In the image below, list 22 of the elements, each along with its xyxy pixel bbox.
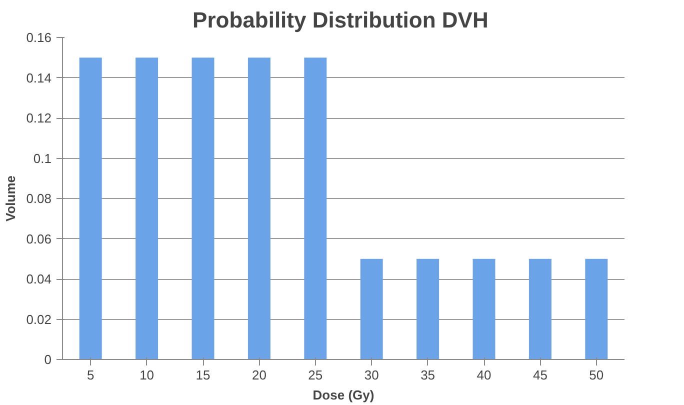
x-tick-label: 45 [532, 368, 548, 382]
chart-title: Probability Distribution DVH [192, 8, 488, 32]
x-tick-label: 5 [86, 368, 94, 382]
y-tick-label: 0.16 [26, 30, 52, 45]
x-tick-label: 50 [589, 368, 604, 382]
y-tick-label: 0.04 [26, 272, 52, 286]
x-tick-label: 35 [420, 368, 436, 382]
y-tick-label: 0.08 [26, 191, 52, 206]
x-tick-label: 15 [196, 368, 210, 382]
x-tick-label: 20 [252, 368, 266, 382]
x-tick-label: 10 [140, 368, 154, 382]
x-tick-label: 25 [308, 368, 323, 382]
x-axis-title: Dose (Gy) [312, 388, 374, 402]
x-tick-label: 30 [364, 368, 379, 382]
x-tick-label: 40 [476, 368, 492, 382]
y-axis-title: Volume [3, 175, 18, 222]
y-tick-label: 0.02 [26, 312, 52, 327]
y-tick-label: 0 [44, 352, 52, 367]
y-tick-label: 0.1 [33, 150, 52, 166]
y-tick-label: 0.14 [26, 70, 52, 86]
y-tick-label: 0.12 [26, 110, 52, 126]
y-tick-label: 0.06 [26, 231, 52, 246]
